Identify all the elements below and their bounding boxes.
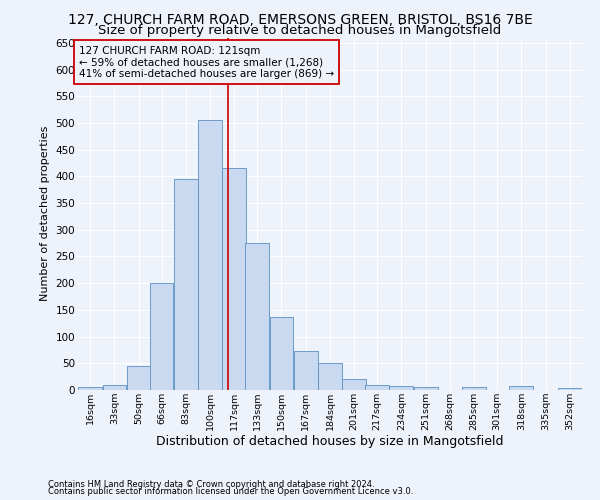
Text: Contains public sector information licensed under the Open Government Licence v3: Contains public sector information licen… — [48, 488, 413, 496]
Bar — [269, 317, 293, 390]
Bar — [509, 386, 533, 390]
Bar — [365, 384, 389, 390]
Bar — [294, 351, 317, 390]
Bar — [103, 384, 127, 390]
Y-axis label: Number of detached properties: Number of detached properties — [40, 126, 50, 302]
Text: 127 CHURCH FARM ROAD: 121sqm
← 59% of detached houses are smaller (1,268)
41% of: 127 CHURCH FARM ROAD: 121sqm ← 59% of de… — [79, 46, 334, 78]
Bar — [343, 380, 366, 390]
Bar — [174, 179, 197, 390]
Bar — [245, 243, 269, 390]
Text: 127, CHURCH FARM ROAD, EMERSONS GREEN, BRISTOL, BS16 7BE: 127, CHURCH FARM ROAD, EMERSONS GREEN, B… — [68, 12, 532, 26]
Text: Size of property relative to detached houses in Mangotsfield: Size of property relative to detached ho… — [98, 24, 502, 37]
Bar — [198, 120, 222, 390]
Bar — [414, 387, 437, 390]
Bar — [463, 388, 486, 390]
Bar — [149, 283, 173, 390]
Bar — [78, 388, 102, 390]
Bar — [558, 388, 582, 390]
Bar — [223, 168, 246, 390]
Text: Contains HM Land Registry data © Crown copyright and database right 2024.: Contains HM Land Registry data © Crown c… — [48, 480, 374, 489]
Bar — [389, 386, 413, 390]
Bar — [318, 364, 342, 390]
Bar — [127, 366, 151, 390]
X-axis label: Distribution of detached houses by size in Mangotsfield: Distribution of detached houses by size … — [156, 436, 504, 448]
